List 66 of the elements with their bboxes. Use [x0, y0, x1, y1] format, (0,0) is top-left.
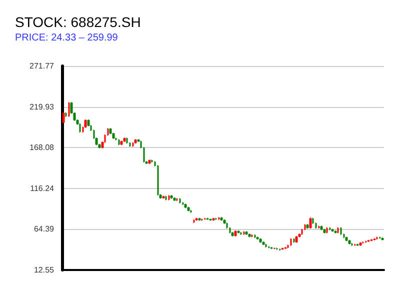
candlestick: [120, 140, 123, 146]
candlestick: [132, 142, 134, 146]
candlestick: [68, 102, 70, 116]
candlestick: [123, 137, 126, 142]
candlestick: [118, 140, 120, 145]
candlestick: [112, 132, 115, 140]
candlestick: [173, 196, 176, 202]
candlestick: [254, 234, 256, 238]
candlestick: [65, 112, 67, 116]
candlestick: [148, 159, 151, 164]
candlestick: [170, 194, 173, 200]
y-tick-label: 168.08: [30, 143, 55, 152]
candlestick: [270, 246, 273, 250]
candlestick: [212, 217, 215, 222]
candlestick: [323, 228, 326, 234]
candlestick: [348, 239, 351, 245]
candlestick: [265, 244, 267, 248]
y-tick-label: 219.93: [30, 102, 55, 112]
candlestick: [168, 195, 170, 200]
candlestick: [320, 225, 323, 231]
candlestick: [306, 224, 309, 229]
candlestick: [193, 220, 195, 223]
y-tick-label: 116.24: [30, 184, 55, 193]
candlestick: [179, 198, 181, 204]
candlestick: [243, 232, 245, 234]
candlestick: [237, 230, 240, 234]
y-tick-label: 271.77: [30, 62, 55, 70]
candlestick: [187, 206, 190, 212]
candlestick: [262, 241, 265, 246]
candlestick: [334, 230, 337, 234]
candlestick: [248, 233, 251, 238]
candlestick: [345, 236, 348, 242]
candlestick: [309, 216, 312, 229]
candlestick: [195, 217, 198, 222]
y-tick-label: 64.39: [34, 224, 55, 234]
candlestick: [295, 236, 298, 244]
candlestick: [218, 217, 220, 220]
y-tick-label: 12.55: [34, 266, 55, 274]
candlestick: [62, 112, 65, 124]
candlestick: [162, 195, 165, 200]
candlestick: [223, 219, 226, 224]
candlestick: [256, 236, 259, 240]
candlestick: [359, 242, 362, 246]
candlestick: [234, 230, 237, 237]
candlestick: [165, 196, 167, 200]
candlestick: [331, 228, 334, 232]
candlestick: [245, 230, 248, 236]
chart-subtitle: PRICE: 24.33 – 259.99: [15, 32, 118, 44]
chart-title: STOCK: 688275.SH: [15, 14, 141, 30]
candlestick: [220, 216, 223, 222]
candlestick: [381, 237, 384, 241]
candlestick: [326, 228, 328, 233]
candlestick: [134, 138, 137, 144]
candlestick: [259, 238, 262, 244]
candlestick: [84, 119, 87, 128]
candlestick: [198, 217, 201, 222]
candlestick: [293, 238, 295, 242]
candlestick: [79, 124, 81, 132]
candlestick: [87, 119, 90, 127]
candlestick: [184, 203, 187, 209]
candlestick: [340, 228, 342, 234]
candlestick: [337, 228, 339, 233]
candlestick: [109, 128, 112, 135]
candlestick: [284, 246, 287, 250]
candlestick: [126, 138, 128, 144]
candlestick: [290, 238, 292, 246]
